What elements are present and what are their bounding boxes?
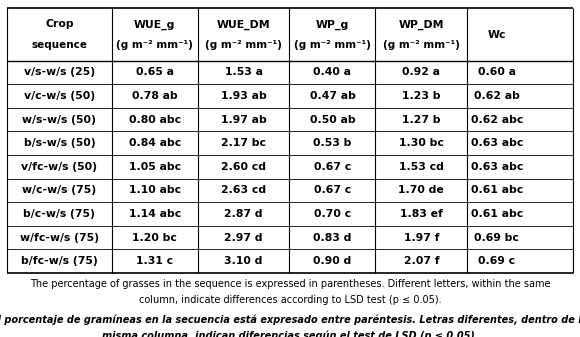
Text: 1.53 cd: 1.53 cd [399, 162, 444, 172]
Text: column, indicate differences according to LSD test (p ≤ 0.05).: column, indicate differences according t… [139, 295, 441, 305]
Text: 0.40 a: 0.40 a [313, 67, 351, 78]
Text: 0.50 ab: 0.50 ab [310, 115, 356, 125]
Text: 1.20 bc: 1.20 bc [132, 233, 177, 243]
Text: 0.69 c: 0.69 c [478, 256, 516, 266]
Text: WUE_DM: WUE_DM [217, 19, 270, 30]
Text: 0.84 abc: 0.84 abc [129, 138, 181, 148]
Text: 3.10 d: 3.10 d [224, 256, 263, 266]
Text: v/c-w/s (50): v/c-w/s (50) [24, 91, 95, 101]
Text: The percentage of grasses in the sequence is expressed in parentheses. Different: The percentage of grasses in the sequenc… [30, 279, 550, 289]
Text: 0.62 ab: 0.62 ab [474, 91, 520, 101]
Text: b/c-w/s (75): b/c-w/s (75) [23, 209, 95, 219]
Text: 2.07 f: 2.07 f [404, 256, 439, 266]
Text: 1.97 ab: 1.97 ab [221, 115, 266, 125]
Text: 0.61 abc: 0.61 abc [471, 185, 523, 195]
Text: 0.70 c: 0.70 c [314, 209, 351, 219]
Text: 2.60 cd: 2.60 cd [221, 162, 266, 172]
Text: (g m⁻² mm⁻¹): (g m⁻² mm⁻¹) [116, 40, 193, 50]
Text: 0.63 abc: 0.63 abc [471, 138, 523, 148]
Text: v/s-w/s (25): v/s-w/s (25) [24, 67, 95, 78]
Text: 0.69 bc: 0.69 bc [474, 233, 519, 243]
Text: WUE_g: WUE_g [134, 19, 175, 30]
Text: 1.14 abc: 1.14 abc [129, 209, 181, 219]
Text: 2.17 bc: 2.17 bc [221, 138, 266, 148]
Text: 0.90 d: 0.90 d [313, 256, 351, 266]
Text: 0.65 a: 0.65 a [136, 67, 173, 78]
Text: 1.27 b: 1.27 b [402, 115, 441, 125]
Text: b/s-w/s (50): b/s-w/s (50) [24, 138, 95, 148]
Text: (g m⁻² mm⁻¹): (g m⁻² mm⁻¹) [205, 40, 282, 50]
Text: 1.10 abc: 1.10 abc [129, 185, 181, 195]
Text: 0.92 a: 0.92 a [403, 67, 440, 78]
Text: 0.67 c: 0.67 c [314, 185, 351, 195]
Text: w/s-w/s (50): w/s-w/s (50) [23, 115, 96, 125]
Text: 0.80 abc: 0.80 abc [129, 115, 181, 125]
Text: WP_g: WP_g [316, 19, 349, 30]
Text: Crop: Crop [45, 20, 74, 29]
Text: 0.53 b: 0.53 b [313, 138, 351, 148]
Text: (g m⁻² mm⁻¹): (g m⁻² mm⁻¹) [294, 40, 371, 50]
Text: 2.97 d: 2.97 d [224, 233, 263, 243]
Text: 1.30 bc: 1.30 bc [399, 138, 444, 148]
Text: 0.78 ab: 0.78 ab [132, 91, 177, 101]
Text: misma columna, indican diferencias según el test de LSD (p ≤ 0.05).: misma columna, indican diferencias según… [102, 330, 478, 337]
Text: 1.23 b: 1.23 b [402, 91, 441, 101]
Text: sequence: sequence [31, 40, 88, 50]
Text: 1.97 f: 1.97 f [404, 233, 439, 243]
Text: Wc: Wc [488, 30, 506, 39]
Text: w/fc-w/s (75): w/fc-w/s (75) [20, 233, 99, 243]
Text: b/fc-w/s (75): b/fc-w/s (75) [21, 256, 97, 266]
Text: 1.05 abc: 1.05 abc [129, 162, 181, 172]
Text: 0.47 ab: 0.47 ab [310, 91, 356, 101]
Text: 1.93 ab: 1.93 ab [221, 91, 266, 101]
Text: 1.83 ef: 1.83 ef [400, 209, 443, 219]
Text: 2.87 d: 2.87 d [224, 209, 263, 219]
Text: 0.62 abc: 0.62 abc [471, 115, 523, 125]
Text: 1.70 de: 1.70 de [398, 185, 444, 195]
Text: 0.60 a: 0.60 a [478, 67, 516, 78]
Text: 0.83 d: 0.83 d [313, 233, 351, 243]
Text: 1.31 c: 1.31 c [136, 256, 173, 266]
Text: w/c-w/s (75): w/c-w/s (75) [22, 185, 96, 195]
Text: 1.53 a: 1.53 a [224, 67, 263, 78]
Text: 0.61 abc: 0.61 abc [471, 209, 523, 219]
Text: WP_DM: WP_DM [398, 19, 444, 30]
Text: v/fc-w/s (50): v/fc-w/s (50) [21, 162, 97, 172]
Text: 0.63 abc: 0.63 abc [471, 162, 523, 172]
Text: 0.67 c: 0.67 c [314, 162, 351, 172]
Text: El porcentaje de gramíneas en la secuencia está expresado entre paréntesis. Letr: El porcentaje de gramíneas en la secuenc… [0, 314, 580, 325]
Text: (g m⁻² mm⁻¹): (g m⁻² mm⁻¹) [383, 40, 460, 50]
Text: 2.63 cd: 2.63 cd [221, 185, 266, 195]
